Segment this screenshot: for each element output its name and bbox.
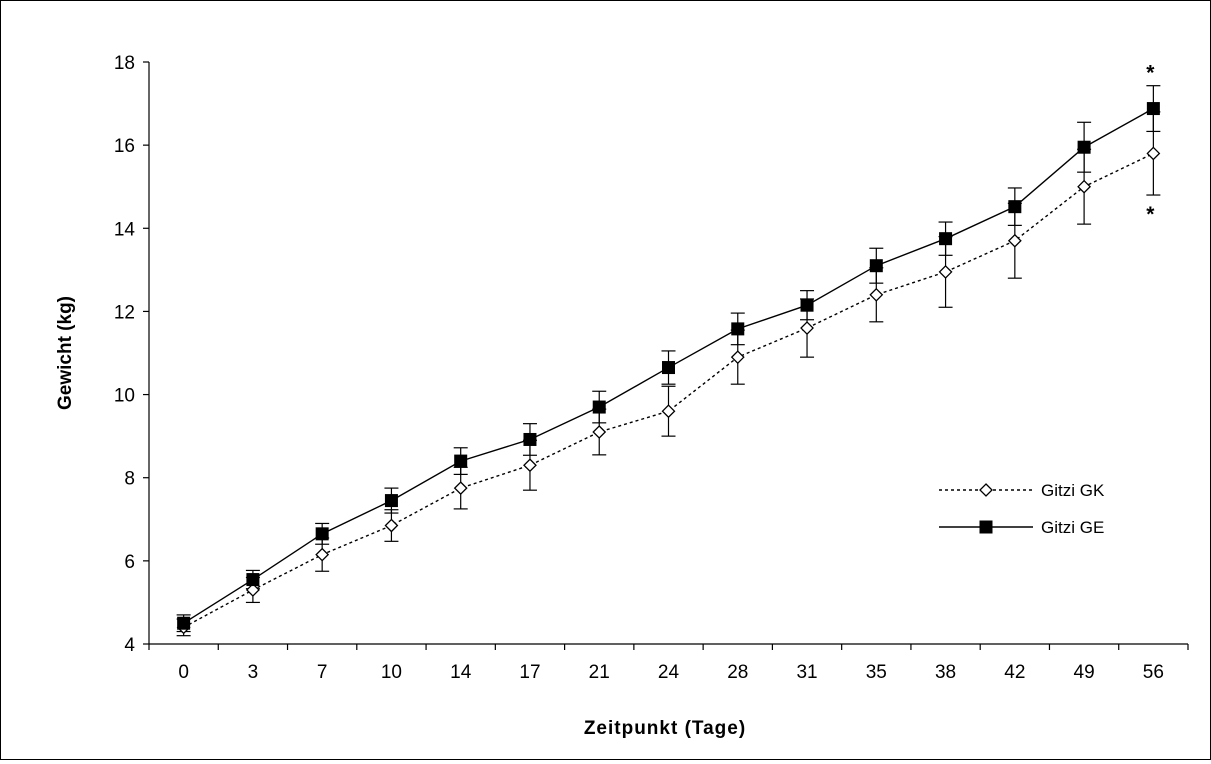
data-point <box>661 404 676 419</box>
x-tick-label: 24 <box>658 662 680 683</box>
data-point <box>1146 146 1161 161</box>
x-tick-label: 38 <box>935 662 956 683</box>
x-tick-label: 49 <box>1074 662 1095 683</box>
x-tick-label: 31 <box>796 662 817 683</box>
significance-marker: * <box>1146 203 1155 226</box>
data-point <box>245 583 260 597</box>
x-tick-label: 0 <box>178 662 189 683</box>
data-point <box>800 298 814 312</box>
data-point <box>453 481 468 496</box>
data-point <box>979 483 993 497</box>
data-point <box>869 287 884 302</box>
series-line <box>183 152 1154 628</box>
data-point <box>730 350 745 365</box>
series-markers <box>176 102 1161 635</box>
data-point <box>731 322 745 336</box>
legend: Gitzi GK Gitzi GE <box>939 481 1105 537</box>
data-point <box>1077 179 1092 194</box>
y-axis-title: Gewicht (kg) <box>55 296 76 410</box>
data-point <box>1077 140 1091 154</box>
x-tick-label: 7 <box>317 662 328 683</box>
data-point <box>384 494 398 508</box>
y-tick-label: 18 <box>114 53 135 74</box>
x-tick-label: 14 <box>450 662 472 683</box>
x-tick-label: 56 <box>1143 662 1164 683</box>
data-point <box>315 527 329 541</box>
data-point <box>592 425 607 439</box>
data-point <box>523 458 537 473</box>
y-tick-label: 6 <box>124 552 135 573</box>
data-point <box>939 232 953 246</box>
data-point <box>246 573 260 587</box>
y-tick-label: 16 <box>114 136 135 157</box>
data-point <box>384 518 399 533</box>
x-tick-label: 3 <box>248 662 259 683</box>
data-point <box>869 259 883 273</box>
y-tick-label: 8 <box>124 469 135 490</box>
data-point <box>315 547 330 562</box>
x-tick-label: 35 <box>866 662 887 683</box>
annotations: ** <box>1146 62 1155 226</box>
data-point <box>1008 200 1022 214</box>
x-axis-title: Zeitpunkt (Tage) <box>584 718 746 739</box>
data-point <box>938 265 953 279</box>
data-point <box>454 454 468 468</box>
x-tick-label: 42 <box>1004 662 1025 683</box>
data-point <box>1007 233 1022 248</box>
y-tick-label: 10 <box>114 386 135 407</box>
data-point <box>979 520 993 534</box>
y-tick-label: 4 <box>124 635 135 656</box>
x-tick-label: 21 <box>589 662 610 683</box>
x-tick-label: 28 <box>727 662 748 683</box>
x-tick-label: 10 <box>381 662 402 683</box>
data-point <box>592 400 606 414</box>
data-point <box>662 361 675 375</box>
data-point <box>800 321 814 335</box>
axes: 4 6 8 10 12 14 16 18 0 3 7 10 14 17 21 24 28 31 35 38 42 49 56 <box>114 53 1189 683</box>
data-point <box>1146 102 1160 116</box>
data-point <box>177 616 191 630</box>
legend-label: Gitzi GE <box>1041 518 1104 537</box>
significance-marker: * <box>1146 62 1155 85</box>
x-tick-label: 17 <box>519 662 540 683</box>
legend-label: Gitzi GK <box>1041 481 1105 500</box>
y-tick-label: 14 <box>114 219 136 240</box>
data-point <box>523 432 537 446</box>
y-tick-label: 12 <box>114 302 135 323</box>
